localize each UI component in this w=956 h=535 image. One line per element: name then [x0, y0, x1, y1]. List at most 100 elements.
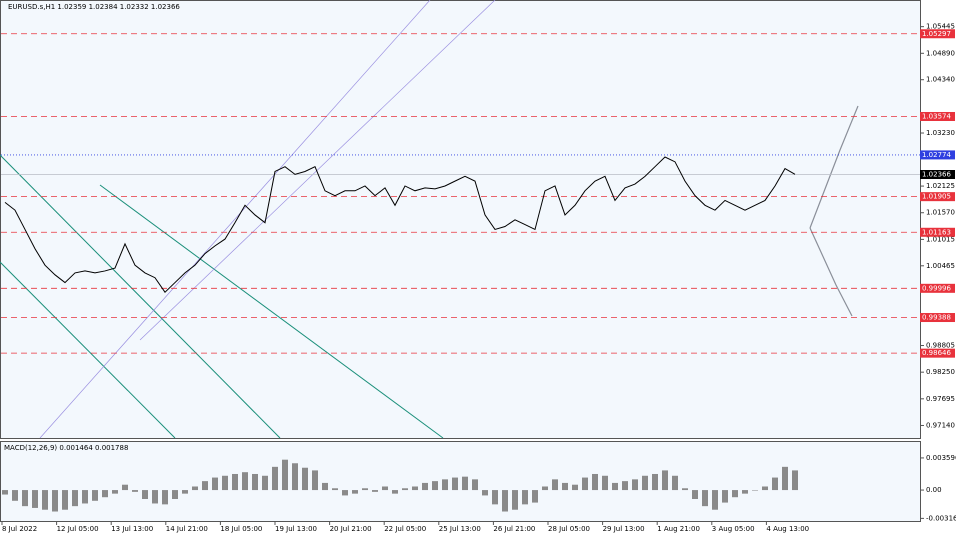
price-panel [0, 0, 921, 439]
price-level-label: 1.03574 [922, 112, 951, 120]
macd-bar [192, 486, 198, 491]
macd-bar [642, 475, 648, 491]
macd-bar [792, 470, 798, 491]
macd-bar [542, 486, 548, 491]
x-tick-label: 4 Aug 13:00 [766, 525, 809, 533]
price-level-label: 0.99996 [922, 284, 951, 292]
macd-bar [32, 490, 38, 508]
y-tick-label: 0.003596 [926, 454, 956, 462]
macd-bar [782, 466, 788, 491]
macd-bar [302, 467, 308, 491]
price-level-label: 0.99388 [922, 314, 951, 322]
y-tick-label: 0.97695 [926, 395, 955, 403]
macd-bar [702, 490, 708, 507]
macd-bar [172, 490, 178, 500]
macd-bar [632, 479, 638, 491]
y-tick-label: 1.04890 [926, 49, 955, 57]
chart-layer: 1.05445 1.04890 1.04340 1.03230 1.02125 1.015… [1, 23, 956, 533]
macd-bar [492, 490, 498, 505]
macd-bar [442, 479, 448, 491]
x-tick-label: 18 Jul 05:00 [220, 525, 262, 533]
y-tick-label: 1.01015 [926, 235, 955, 243]
macd-bar [602, 475, 608, 491]
macd-bar [152, 490, 158, 504]
price-level-tag [920, 170, 955, 180]
macd-bar [282, 459, 288, 491]
y-tick-label: 1.04340 [926, 76, 955, 84]
price-level-label: 0.98646 [922, 349, 951, 357]
price-level-tag [920, 283, 955, 293]
macd-bar [342, 490, 348, 496]
y-tick-label: -0.003168 [926, 514, 956, 522]
macd-bar [552, 479, 558, 491]
y-tick-label: 1.03230 [926, 129, 955, 137]
macd-bar [592, 473, 598, 491]
macd-bar [532, 490, 538, 503]
y-tick-label: 1.02125 [926, 182, 955, 190]
x-tick-label: 19 Jul 13:00 [275, 525, 317, 533]
macd-bar [392, 490, 398, 494]
x-tick-label: 28 Jul 05:00 [548, 525, 590, 533]
macd-bar [512, 490, 518, 510]
macd-bar [522, 490, 528, 505]
x-tick-label: 29 Jul 13:00 [603, 525, 645, 533]
macd-bar [682, 488, 688, 491]
macd-bar [272, 466, 278, 491]
price-level-tag [920, 313, 955, 323]
macd-bar [422, 482, 428, 491]
macd-bar [122, 484, 128, 491]
y-tick-label: 1.01570 [926, 209, 955, 217]
macd-bar [62, 490, 68, 510]
y-tick-label: 0.00 [926, 486, 942, 494]
price-level-tag [920, 111, 955, 121]
x-tick-label: 1 Aug 21:00 [657, 525, 700, 533]
macd-bar [232, 473, 238, 491]
price-line [4, 156, 796, 293]
y-tick-label: 0.98250 [926, 368, 955, 376]
macd-bar [92, 490, 98, 501]
macd-bar [162, 490, 168, 505]
macd-bar [582, 477, 588, 491]
trend-channels [0, 0, 496, 439]
macd-bar [312, 470, 318, 491]
y-tick-label: 1.00465 [926, 262, 955, 270]
macd-bar [82, 490, 88, 504]
price-level-tag [920, 227, 955, 237]
macd-bar [502, 490, 508, 512]
macd-bar [202, 481, 208, 491]
price-level-tag [920, 192, 955, 202]
x-tick-label: 14 Jul 21:00 [166, 525, 208, 533]
x-tick-label: 25 Jul 13:00 [439, 525, 481, 533]
price-level-label: 1.05297 [922, 30, 951, 38]
macd-bar [482, 490, 488, 496]
macd-bar [322, 482, 328, 491]
macd-bar [52, 490, 58, 512]
macd-bar [412, 486, 418, 491]
macd-bar [182, 490, 188, 494]
macd-bar [712, 490, 718, 510]
macd-bar [462, 476, 468, 491]
macd-bar [572, 484, 578, 491]
x-tick-label: 26 Jul 21:00 [493, 525, 535, 533]
macd-panel [0, 441, 921, 522]
macd-bar [372, 490, 378, 492]
macd-bar [102, 490, 108, 498]
macd-bar [732, 490, 738, 498]
macd-bar [212, 477, 218, 491]
x-tick-label: 8 Jul 2022 [2, 525, 37, 533]
price-level-label: 1.01163 [922, 228, 951, 236]
macd-bar [432, 481, 438, 491]
macd-bar [362, 488, 368, 491]
macd-bar [332, 488, 338, 491]
macd-bar [2, 490, 8, 495]
macd-bar [452, 477, 458, 491]
macd-bar [42, 490, 48, 510]
macd-bar [142, 490, 148, 500]
macd-bar [12, 490, 18, 501]
macd-bar [672, 475, 678, 491]
chart-title: EURUSD.s,H1 1.02359 1.02384 1.02332 1.02… [8, 3, 180, 11]
price-level-tag [920, 29, 955, 39]
macd-bar [742, 490, 748, 494]
macd-bar [752, 490, 758, 491]
macd-bar [382, 486, 388, 491]
